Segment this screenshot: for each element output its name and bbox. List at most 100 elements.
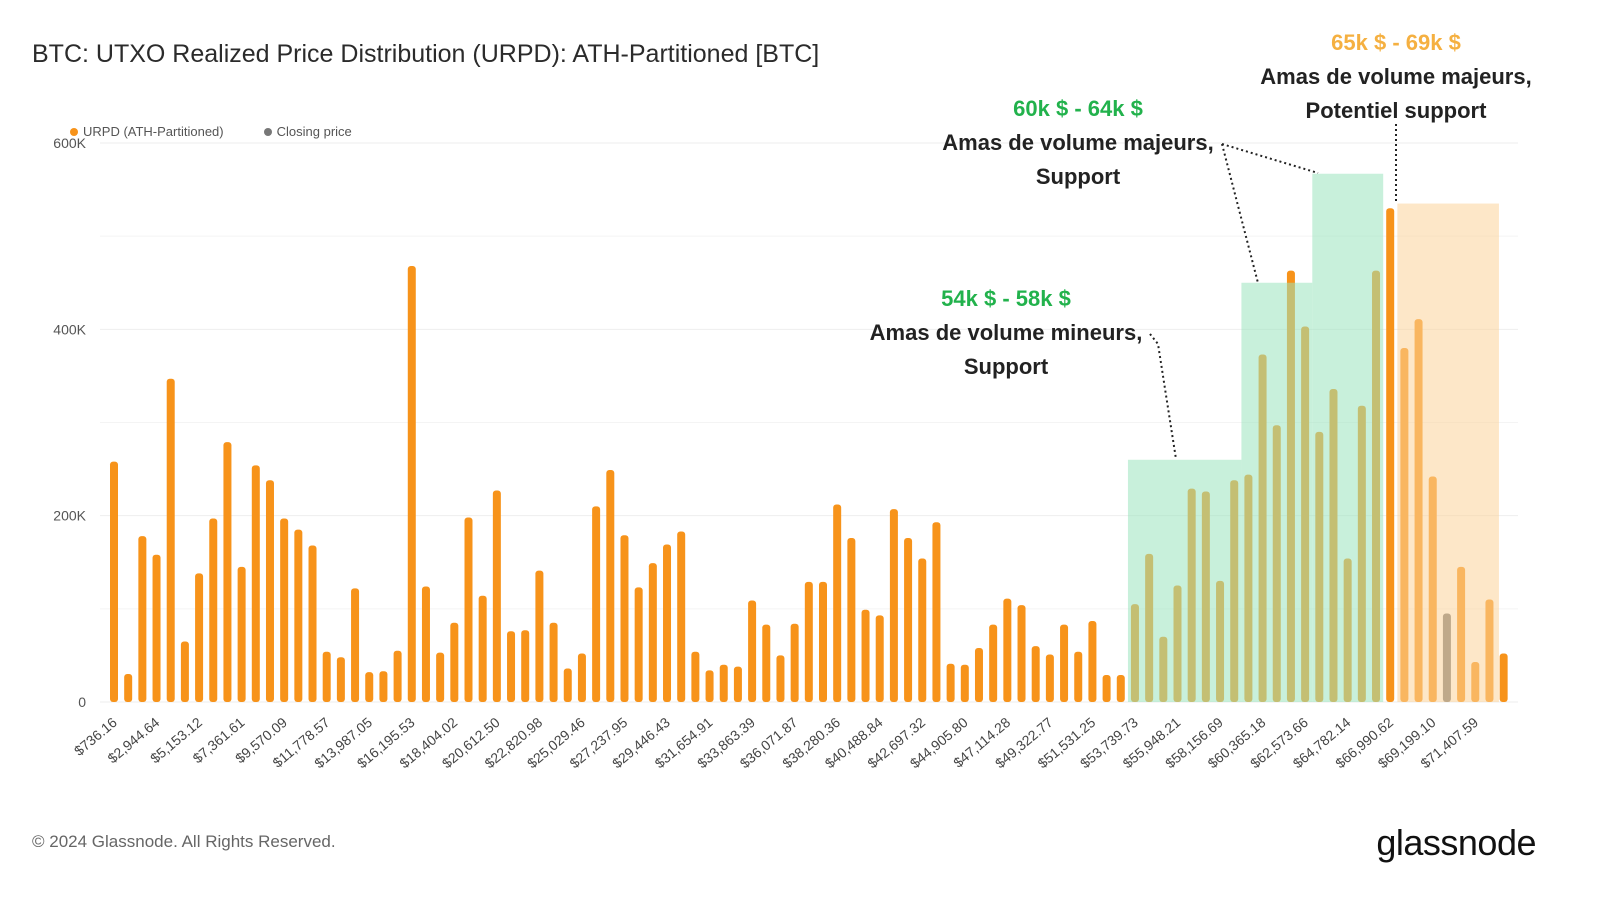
annotation-potential-range: 65k $ - 69k $	[1331, 30, 1461, 55]
urpd-bar	[974, 647, 983, 702]
urpd-bar	[677, 531, 686, 702]
urpd-bar	[932, 522, 941, 702]
annotation-potential-line1: Amas de volume majeurs,	[1260, 64, 1532, 89]
urpd-bar	[166, 378, 175, 702]
annotation-major-cluster-support: 60k $ - 64k $ Amas de volume majeurs, Su…	[932, 92, 1224, 194]
urpd-bar	[819, 581, 827, 702]
highlight-zone-green	[1127, 459, 1242, 702]
chart-title: BTC: UTXO Realized Price Distribution (U…	[32, 40, 820, 68]
urpd-bar	[195, 573, 204, 702]
urpd-bar	[663, 544, 672, 702]
urpd-bar	[280, 518, 289, 702]
urpd-bar	[180, 641, 189, 702]
annotation-connector-major-a	[1221, 143, 1259, 284]
legend-label-closing-price: Closing price	[276, 124, 352, 139]
urpd-bar	[563, 668, 572, 702]
legend-dot-urpd	[70, 127, 78, 136]
urpd-bar	[464, 517, 473, 702]
y-tick-label: 200K	[53, 508, 86, 524]
urpd-bar	[152, 554, 161, 702]
urpd-bar	[1074, 651, 1083, 702]
urpd-bar	[1088, 620, 1097, 702]
urpd-bar	[790, 623, 799, 702]
chart-legend: URPD (ATH-Partitioned) Closing price	[70, 124, 352, 139]
urpd-bar	[265, 480, 274, 702]
legend-dot-closing-price	[263, 127, 272, 136]
annotation-major-range: 60k $ - 64k $	[1013, 96, 1143, 121]
urpd-bar	[960, 664, 969, 702]
urpd-bar	[223, 442, 232, 702]
urpd-bar	[648, 563, 657, 702]
urpd-bar	[875, 615, 884, 702]
urpd-bar	[251, 465, 260, 702]
annotation-potential-support: 65k $ - 69k $ Amas de volume majeurs, Po…	[1250, 26, 1542, 128]
y-tick-label: 0	[78, 694, 86, 710]
urpd-bar	[1003, 598, 1012, 702]
highlight-zone-green	[1241, 282, 1313, 702]
urpd-bar	[804, 581, 813, 702]
urpd-bar	[719, 664, 728, 702]
annotation-minor-line2: Support	[963, 354, 1049, 379]
urpd-bar	[1499, 653, 1508, 702]
urpd-bar	[1017, 605, 1026, 702]
glassnode-logo: glassnode	[1376, 822, 1536, 863]
urpd-bar	[733, 666, 742, 702]
urpd-bar	[762, 624, 771, 702]
highlight-zone-green	[1312, 173, 1384, 702]
urpd-bar	[1060, 624, 1069, 702]
annotation-minor-cluster: 54k $ - 58k $ Amas de volume mineurs, Su…	[862, 282, 1150, 384]
urpd-bar	[1031, 646, 1040, 702]
urpd-bar	[776, 655, 785, 702]
urpd-bar	[138, 536, 147, 702]
annotation-connector-minor	[1149, 333, 1177, 460]
urpd-bar	[492, 490, 501, 702]
urpd-bar	[989, 624, 998, 702]
annotation-potential-line2: Potentiel support	[1305, 98, 1487, 123]
annotation-major-line1: Amas de volume majeurs,	[942, 130, 1214, 155]
urpd-bar	[124, 674, 133, 702]
urpd-bar	[421, 586, 430, 702]
urpd-bar	[691, 651, 700, 702]
annotation-minor-line1: Amas de volume mineurs,	[869, 320, 1143, 345]
urpd-bar	[1116, 674, 1125, 702]
urpd-bar	[336, 657, 345, 702]
urpd-bar	[521, 630, 530, 702]
urpd-bar	[478, 595, 487, 702]
urpd-bar	[379, 671, 388, 702]
annotation-minor-range: 54k $ - 58k $	[941, 286, 1071, 311]
urpd-bar	[237, 566, 246, 702]
urpd-bar	[110, 461, 118, 702]
urpd-bar	[833, 504, 842, 702]
urpd-bar	[351, 588, 360, 702]
legend-item-closing-price[interactable]: Closing price	[263, 124, 352, 139]
annotation-major-line2: Support	[1035, 164, 1121, 189]
urpd-bar	[918, 558, 927, 702]
urpd-bar	[1386, 208, 1395, 702]
urpd-bar	[450, 622, 459, 702]
y-tick-label: 600K	[53, 135, 86, 151]
urpd-bar	[634, 587, 643, 702]
urpd-bar	[393, 650, 402, 702]
urpd-bar	[861, 609, 870, 702]
y-tick-label: 400K	[53, 321, 86, 337]
urpd-bar	[1102, 674, 1111, 702]
urpd-bar	[606, 470, 615, 702]
copyright-footer: © 2024 Glassnode. All Rights Reserved.	[32, 832, 336, 851]
urpd-bar	[308, 545, 317, 702]
urpd-bar	[946, 663, 955, 702]
urpd-bar	[889, 509, 898, 702]
legend-item-urpd[interactable]: URPD (ATH-Partitioned)	[70, 124, 224, 139]
urpd-bar	[904, 538, 913, 702]
urpd-bar	[507, 631, 516, 702]
urpd-bar	[209, 518, 218, 702]
urpd-bar	[294, 529, 303, 702]
urpd-bar	[549, 622, 558, 702]
urpd-bar	[322, 651, 331, 702]
urpd-bar	[1045, 654, 1054, 702]
annotation-connector-major-b	[1221, 143, 1319, 174]
urpd-bar	[847, 538, 856, 702]
urpd-bar	[407, 265, 416, 702]
urpd-bar	[577, 653, 586, 702]
urpd-bar	[748, 600, 757, 702]
